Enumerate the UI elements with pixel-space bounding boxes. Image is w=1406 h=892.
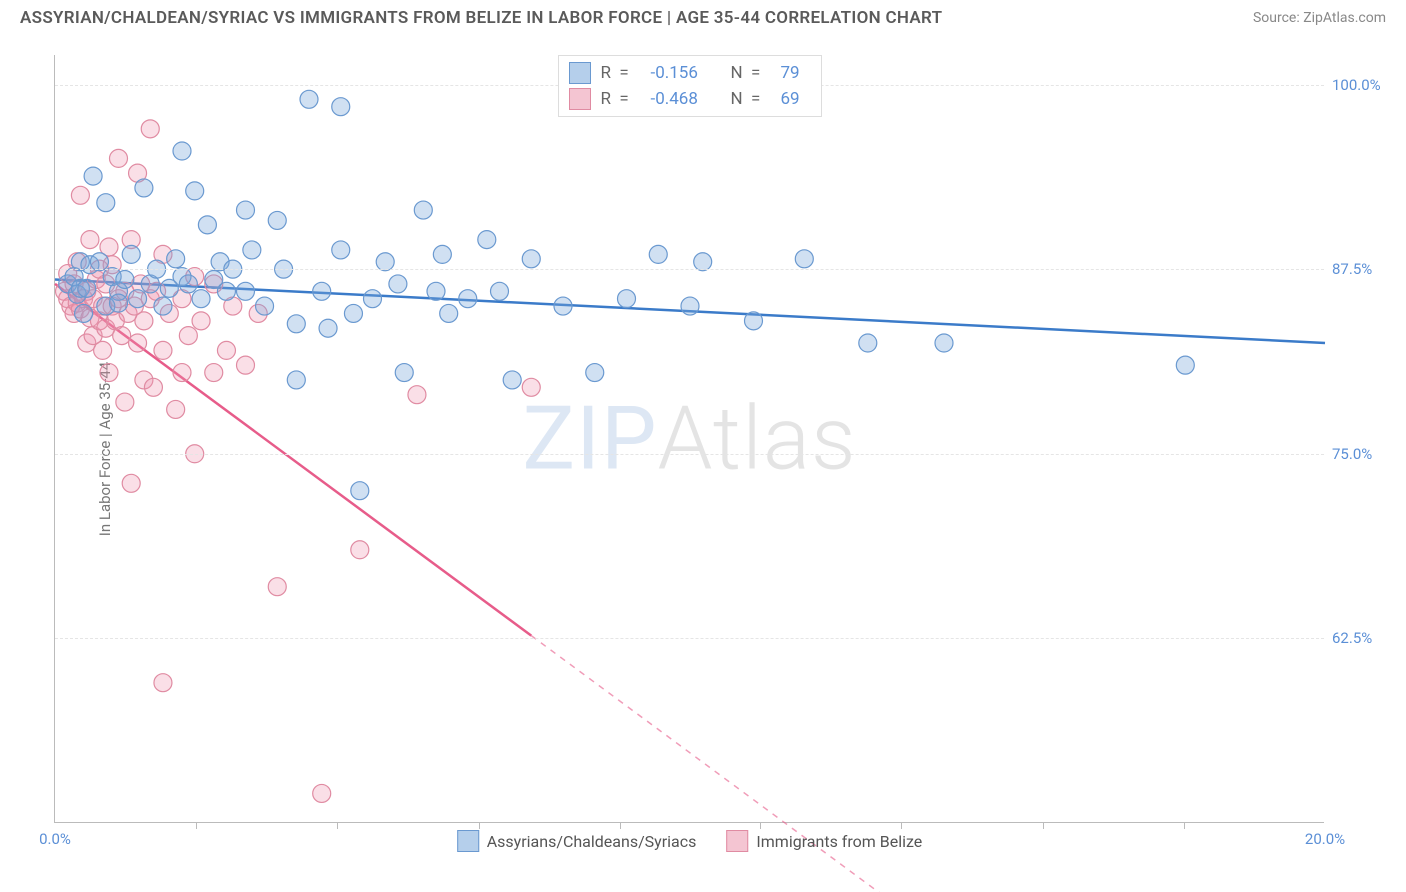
legend-label-b: Immigrants from Belize: [756, 832, 922, 851]
x-tick-mark: [901, 822, 902, 829]
gridline-h: [55, 269, 1324, 270]
legend-item-b: Immigrants from Belize: [726, 830, 922, 852]
legend-n-label: N =: [731, 63, 771, 83]
legend-swatch-a: [569, 62, 591, 84]
y-tick-label: 75.0%: [1332, 445, 1392, 463]
x-tick-mark: [760, 822, 761, 829]
scatter-plot-svg: [55, 55, 1324, 822]
legend-swatch-a-bottom: [457, 830, 479, 852]
x-tick-mark: [479, 822, 480, 829]
source-attribution: Source: ZipAtlas.com: [1253, 10, 1386, 26]
gridline-h: [55, 454, 1324, 455]
legend-series-names: Assyrians/Chaldeans/Syriacs Immigrants f…: [457, 830, 923, 852]
legend-n-value-a: 79: [781, 63, 811, 83]
chart-title: ASSYRIAN/CHALDEAN/SYRIAC VS IMMIGRANTS F…: [20, 8, 942, 28]
legend-r-label: R =: [601, 89, 641, 109]
x-tick-mark: [337, 822, 338, 829]
x-tick-label: 0.0%: [39, 830, 71, 848]
legend-row-series-a: R = -0.156 N = 79: [569, 60, 811, 86]
legend-correlation-box: R = -0.156 N = 79 R = -0.468 N = 69: [558, 55, 822, 117]
legend-n-label: N =: [731, 89, 771, 109]
x-tick-mark: [620, 822, 621, 829]
legend-r-value-a: -0.156: [651, 63, 721, 83]
legend-swatch-b: [569, 88, 591, 110]
chart-plot-area: ZIPAtlas R = -0.156 N = 79 R = -0.468 N …: [54, 55, 1324, 823]
legend-label-a: Assyrians/Chaldeans/Syriacs: [487, 832, 697, 851]
legend-r-label: R =: [601, 63, 641, 83]
x-tick-mark: [1184, 822, 1185, 829]
legend-n-value-b: 69: [781, 89, 811, 109]
x-tick-mark: [1043, 822, 1044, 829]
y-tick-label: 100.0%: [1332, 76, 1392, 94]
y-tick-label: 62.5%: [1332, 629, 1392, 647]
legend-row-series-b: R = -0.468 N = 69: [569, 86, 811, 112]
legend-r-value-b: -0.468: [651, 89, 721, 109]
x-tick-mark: [196, 822, 197, 829]
x-tick-label: 20.0%: [1305, 830, 1345, 848]
legend-swatch-b-bottom: [726, 830, 748, 852]
y-tick-label: 87.5%: [1332, 260, 1392, 278]
legend-item-a: Assyrians/Chaldeans/Syriacs: [457, 830, 697, 852]
gridline-h: [55, 638, 1324, 639]
